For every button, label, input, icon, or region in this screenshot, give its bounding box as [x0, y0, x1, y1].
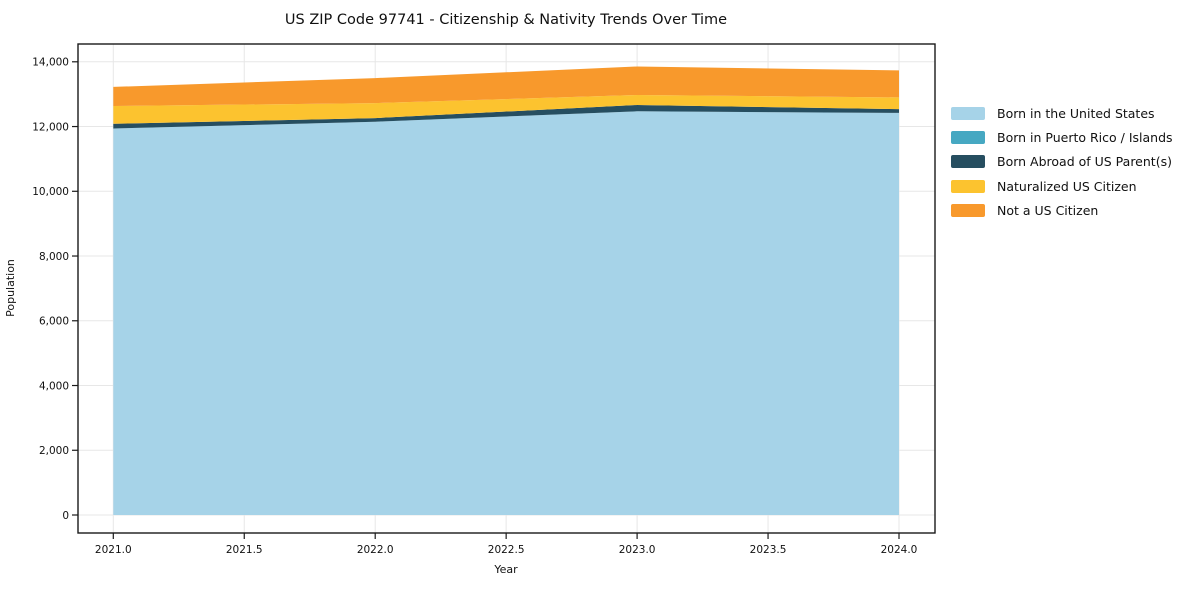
legend-item: Not a US Citizen: [951, 199, 1173, 223]
tick-labels: 0 2,000 4,000 6,000 8,000 10,000 12,000 14,000 2…: [32, 57, 917, 556]
y-tick-label: 14,000: [32, 57, 69, 69]
y-tick-label: 0: [62, 510, 69, 522]
legend-swatch: [951, 179, 985, 193]
legend-item: Born Abroad of US Parent(s): [951, 150, 1173, 174]
x-tick-label: 2022.5: [488, 544, 525, 556]
area-not-a-us-citizen: [113, 66, 900, 106]
legend-item: Naturalized US Citizen: [951, 174, 1173, 198]
y-tick-label: 2,000: [39, 445, 69, 457]
y-tick-label: 8,000: [39, 251, 69, 263]
legend-label: Not a US Citizen: [997, 203, 1099, 219]
y-tick-label: 4,000: [39, 380, 69, 392]
y-tick-label: 6,000: [39, 316, 69, 328]
area-born-abroad-of-us-parent-s: [113, 105, 900, 129]
legend-item: Born in the United States: [951, 101, 1173, 125]
legend-label: Born in the United States: [997, 105, 1155, 121]
legend: Born in the United States Born in Puerto …: [951, 101, 1173, 223]
x-tick-label: 2024.0: [881, 544, 918, 556]
legend-swatch: [951, 106, 985, 120]
x-tick-label: 2022.0: [357, 544, 394, 556]
legend-swatch: [951, 204, 985, 218]
x-tick-label: 2021.5: [226, 544, 263, 556]
legend-label: Born Abroad of US Parent(s): [997, 154, 1172, 170]
area-born-in-the-united-states: [113, 111, 900, 516]
legend-swatch: [951, 155, 985, 169]
x-tick-label: 2023.0: [619, 544, 656, 556]
y-tick-label: 10,000: [32, 186, 69, 198]
legend-label: Naturalized US Citizen: [997, 178, 1137, 194]
x-tick-label: 2023.5: [750, 544, 787, 556]
y-tick-label: 12,000: [32, 121, 69, 133]
x-tick-label: 2021.0: [95, 544, 132, 556]
legend-label: Born in Puerto Rico / Islands: [997, 130, 1173, 146]
area-series-group: [113, 66, 900, 516]
x-axis-label: Year: [493, 563, 518, 576]
legend-item: Born in Puerto Rico / Islands: [951, 125, 1173, 149]
area-naturalized-us-citizen: [113, 95, 900, 124]
y-axis-label: Population: [4, 259, 17, 317]
legend-swatch: [951, 131, 985, 145]
chart-title: US ZIP Code 97741 - Citizenship & Nativi…: [285, 12, 727, 28]
tick-marks: [72, 61, 900, 539]
